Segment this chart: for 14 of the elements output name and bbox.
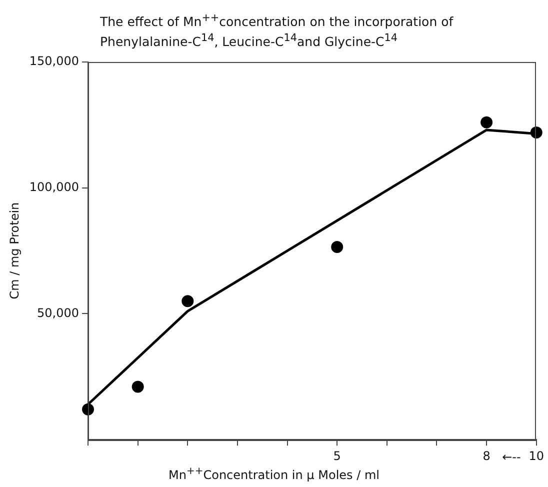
point: [132, 380, 144, 393]
point: [182, 295, 194, 308]
x-tick-label: 8: [482, 448, 490, 463]
chart-title: The effect of Mn$^{++}$concentration on the incorporation of Phenylalanine-C$^{14}$, Leucine-C$^{14}$and Glycine-C$^{14}$: [100, 12, 454, 50]
y-tick-label: 50,000: [37, 306, 80, 320]
point: [480, 116, 493, 128]
text: ←--: [502, 450, 521, 464]
y-axis-title: Cm / mg Protein: [7, 202, 22, 300]
x-axis-title: Mn$^{++}$Concentration in μ Moles / ml: [167, 466, 380, 482]
point: [331, 241, 344, 254]
x-tick-label: 10: [528, 448, 544, 463]
y-tick-label: 100,000: [29, 180, 80, 194]
x-tick-label: 5: [333, 448, 341, 463]
y-tick-label: 150,000: [29, 54, 80, 68]
